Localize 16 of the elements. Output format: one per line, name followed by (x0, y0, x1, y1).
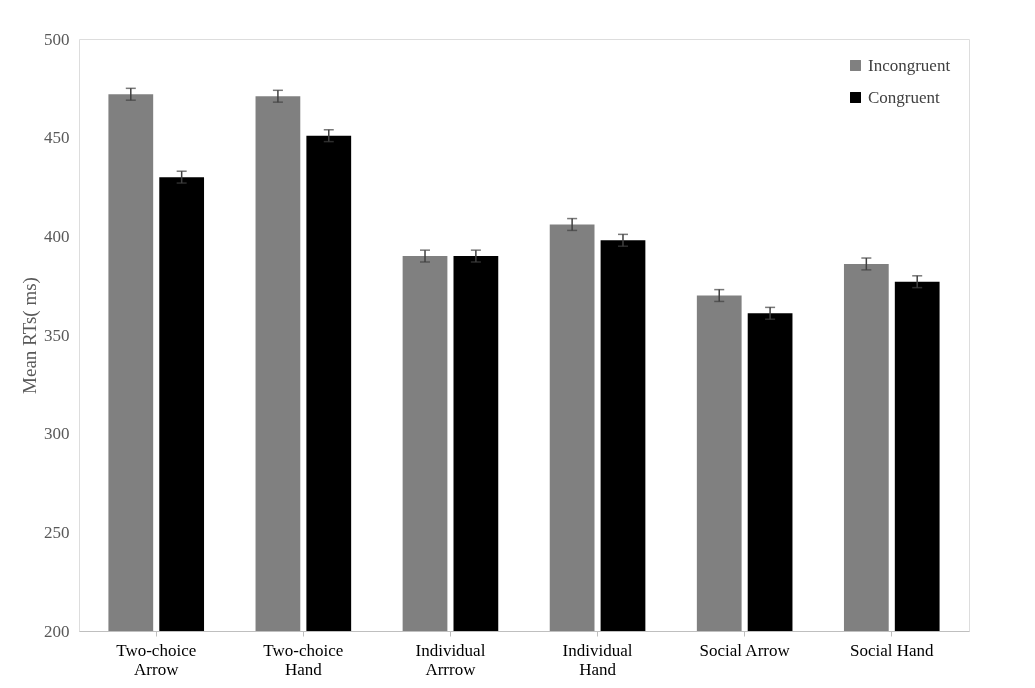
x-tick-label: Social Arrow (699, 640, 791, 660)
x-tick-label: Individual Arrrow (415, 640, 486, 679)
y-tick-label: 450 (44, 128, 70, 148)
legend-label: Incongruent (868, 55, 951, 75)
y-axis-title: Mean RTs( ms) (19, 277, 41, 394)
y-tick-label: 350 (44, 325, 70, 345)
legend-label: Congruent (868, 87, 941, 107)
y-tick-label: 200 (44, 621, 70, 641)
x-tick-label: Social Hand (849, 640, 935, 660)
x-tick-label: Individual Hand (562, 640, 633, 679)
y-tick-label: 250 (44, 522, 70, 542)
y-tick-label: 300 (44, 424, 70, 444)
x-tick-label: Two-choice Hand (263, 640, 344, 679)
y-tick-label: 400 (44, 226, 70, 246)
x-tick-label: Two-choice Arrow (116, 640, 197, 679)
y-tick-label: 500 (44, 29, 70, 49)
